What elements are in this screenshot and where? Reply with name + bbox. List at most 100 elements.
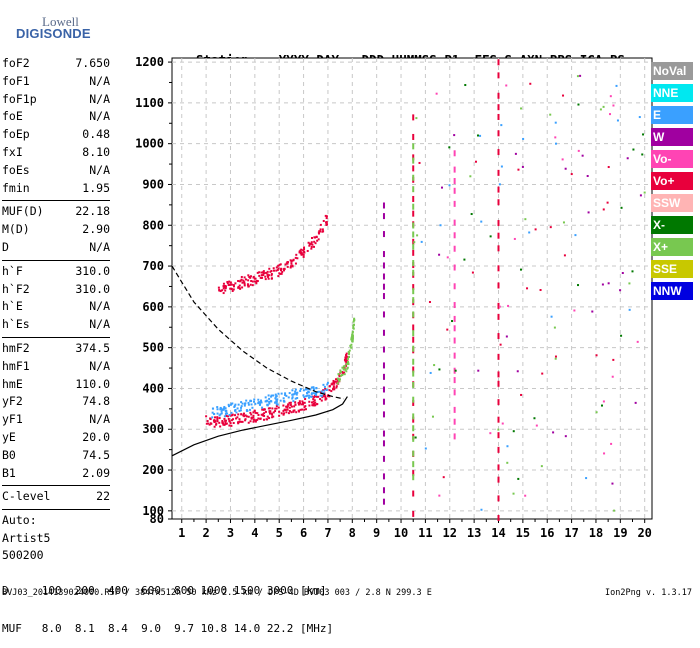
data-point (324, 221, 327, 224)
data-point (313, 403, 316, 406)
data-point (242, 414, 245, 417)
param-name: B0 (2, 447, 16, 462)
data-point (303, 248, 306, 251)
data-point (219, 413, 222, 416)
data-point (303, 408, 306, 411)
data-point (286, 406, 289, 409)
data-point (222, 282, 225, 285)
data-point (244, 419, 247, 422)
data-point (256, 271, 259, 274)
data-point (285, 394, 288, 397)
data-point (293, 409, 296, 412)
data-point (237, 421, 240, 424)
data-point (258, 274, 261, 277)
profile-curve (171, 396, 348, 457)
interference-mark (412, 271, 415, 278)
data-point (323, 392, 326, 395)
data-point (263, 408, 266, 411)
interference-mark (412, 249, 415, 256)
interference-mark (412, 324, 415, 331)
y-tick-label: 1100 (135, 96, 164, 110)
data-point (344, 358, 347, 361)
data-point (319, 394, 322, 397)
data-point (226, 282, 229, 285)
auto-scaling-text: Artist5 (2, 530, 51, 545)
data-point (303, 396, 306, 399)
interference-mark (382, 373, 385, 380)
data-point (252, 418, 255, 421)
interference-mark (453, 325, 456, 332)
data-point (246, 283, 249, 286)
data-point (320, 394, 323, 397)
data-point (268, 400, 271, 403)
data-point (342, 365, 345, 368)
data-point (234, 414, 237, 417)
noise-point (439, 224, 442, 227)
data-point (224, 407, 227, 410)
data-point (279, 399, 282, 402)
x-tick-label: 20 (637, 526, 651, 540)
data-point (276, 403, 279, 406)
interference-mark (497, 199, 500, 206)
data-point (325, 388, 328, 391)
noise-point (517, 477, 520, 480)
legend-item: Vo+ (651, 172, 693, 190)
data-point (315, 403, 318, 406)
data-point (346, 362, 349, 365)
muf-frequency-row: MUF 8.0 8.1 8.4 9.0 9.7 10.8 14.0 22.2 [… (2, 621, 334, 635)
data-point (211, 411, 214, 414)
data-point (275, 401, 278, 404)
data-point (278, 263, 281, 266)
data-point (320, 390, 323, 393)
data-point (219, 407, 222, 410)
data-point (239, 279, 242, 282)
data-point (230, 419, 233, 422)
data-point (326, 223, 329, 226)
data-point (326, 394, 329, 397)
data-point (320, 391, 323, 394)
data-point (222, 285, 225, 288)
interference-mark (382, 213, 385, 220)
data-point (251, 280, 254, 283)
data-point (322, 389, 325, 392)
data-point (239, 409, 242, 412)
data-point (337, 379, 340, 382)
data-point (328, 385, 331, 388)
data-point (298, 410, 301, 413)
interference-mark (453, 219, 456, 226)
noise-point (621, 272, 624, 275)
noise-point (564, 435, 567, 438)
data-point (291, 393, 294, 396)
data-point (290, 260, 293, 263)
data-point (228, 420, 231, 423)
legend: NoVal NNE E W Vo- Vo+ SSW X- X+ SSE NNW (651, 62, 693, 304)
data-point (266, 404, 269, 407)
data-point (247, 401, 250, 404)
data-point (310, 236, 313, 239)
noise-point (549, 226, 552, 229)
data-point (231, 413, 234, 416)
data-point (222, 285, 225, 288)
data-point (348, 351, 351, 354)
data-point (275, 395, 278, 398)
data-point (284, 263, 287, 266)
data-point (259, 417, 262, 420)
data-point (213, 420, 216, 423)
x-tick-label: 11 (418, 526, 432, 540)
param-row: h`Es N/A (2, 317, 110, 335)
data-point (293, 392, 296, 395)
data-point (304, 388, 307, 391)
noise-point (573, 309, 576, 312)
data-point (284, 393, 287, 396)
interference-mark (382, 262, 385, 269)
data-point (278, 272, 281, 275)
noise-point (524, 218, 527, 221)
data-point (209, 418, 212, 421)
interference-mark (497, 515, 500, 521)
parameter-panel: foF2 7.650 foF1 N/A foF1p N/A foE N/A foEp 0.48 fx… (2, 56, 110, 566)
data-point (261, 406, 264, 409)
data-point (249, 420, 252, 423)
data-point (283, 400, 286, 403)
data-point (288, 406, 291, 409)
data-point (268, 410, 271, 413)
